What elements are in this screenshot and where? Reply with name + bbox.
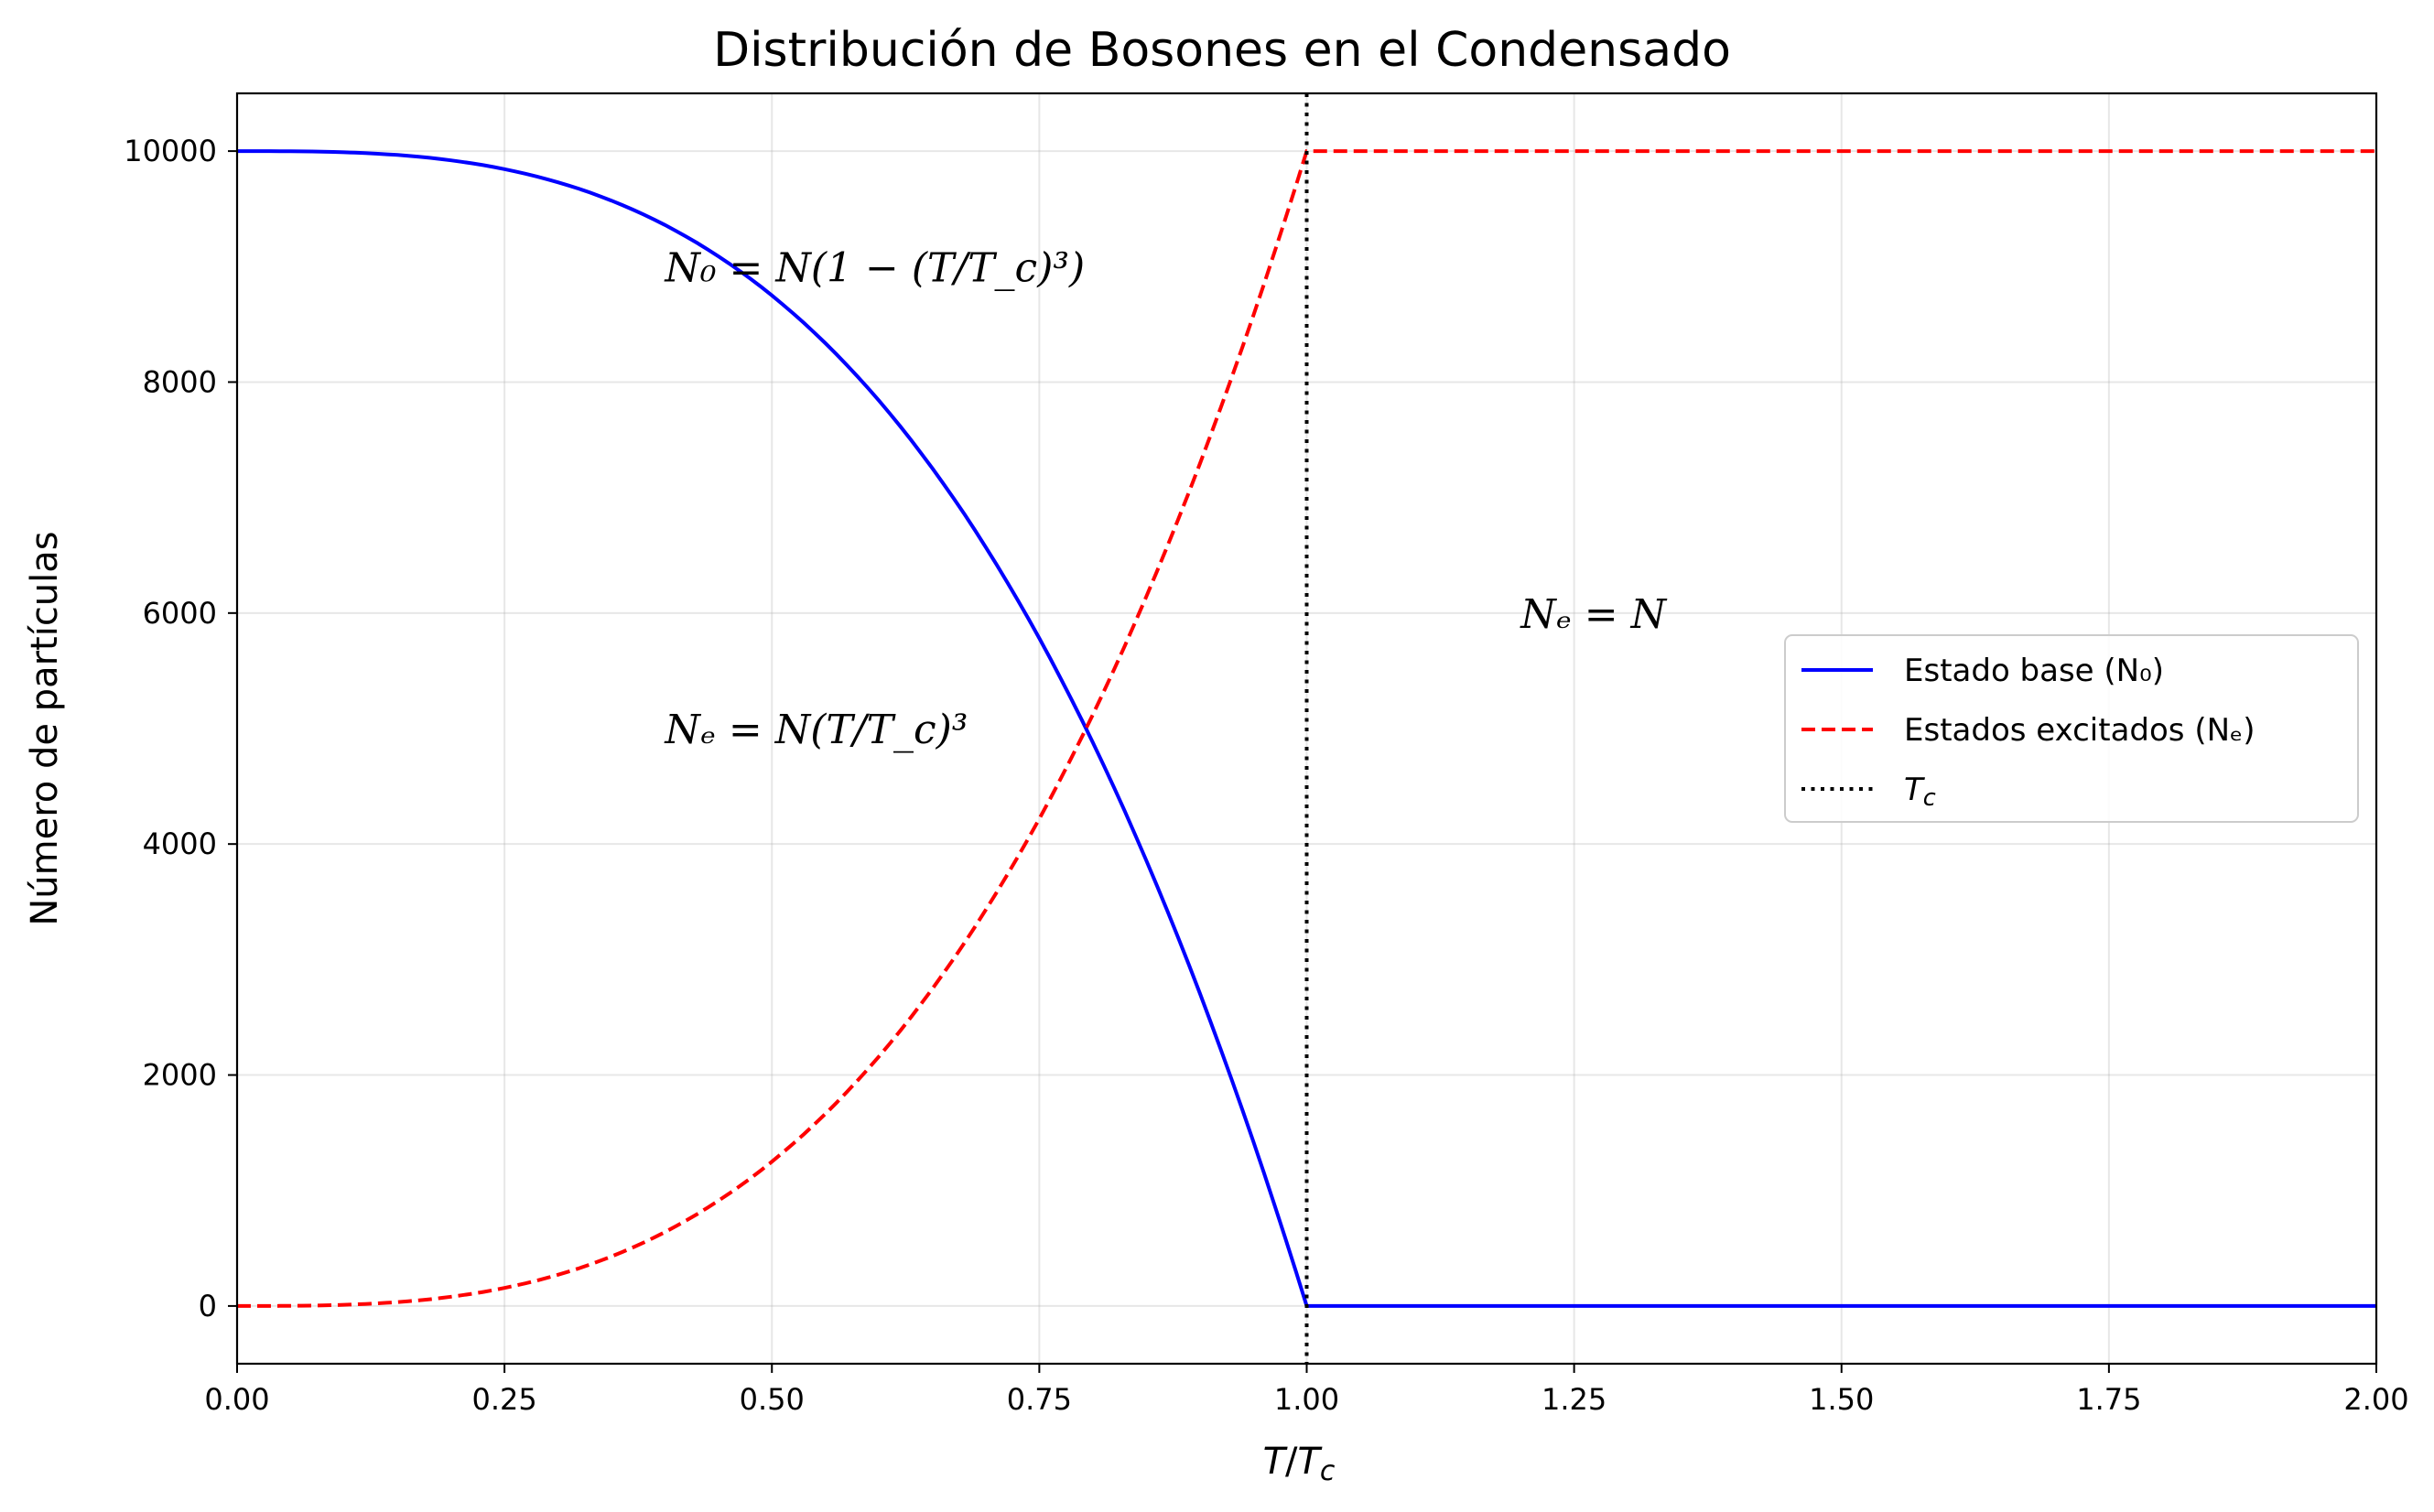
x-tick-label: 0.00 [204, 1382, 269, 1417]
y-tick-label: 10000 [124, 134, 217, 168]
y-axis-label: Número de partículas [24, 531, 66, 925]
annotation-2: Nₑ = N [1520, 591, 1667, 638]
annotation-1: Nₑ = N(T/T_c)³ [664, 707, 968, 753]
y-tick-label: 0 [199, 1289, 217, 1323]
x-tick-label: 1.00 [1274, 1382, 1339, 1417]
annotation-0: N₀ = N(1 − (T/T_c)³) [664, 244, 1085, 291]
y-tick-label: 6000 [143, 596, 217, 631]
y-tick-label: 4000 [143, 826, 217, 861]
legend-label-1: Estados excitados (Nₑ) [1904, 712, 2255, 749]
chart-title: Distribución de Bosones en el Condensado [713, 23, 1731, 78]
x-axis-label: T/Tc [1263, 1441, 1336, 1487]
y-tick-label: 8000 [143, 364, 217, 399]
x-tick-label: 2.00 [2343, 1382, 2408, 1417]
x-axis-ticks: 0.00 0.25 0.50 0.75 1.00 1.25 1.50 1.75 2.00 [204, 1364, 2409, 1417]
legend-box [1784, 634, 2359, 823]
x-tick-label: 1.50 [1809, 1382, 1874, 1417]
x-tick-label: 1.25 [1542, 1382, 1606, 1417]
y-tick-label: 2000 [143, 1058, 217, 1093]
x-tick-label: 0.50 [740, 1382, 805, 1417]
series-layer [237, 93, 2376, 1364]
x-tick-label: 0.25 [472, 1382, 537, 1417]
legend-label-2: Tc [1904, 772, 1936, 812]
y-axis-ticks: 0 2000 4000 6000 8000 10000 [124, 134, 237, 1323]
x-tick-label: 0.75 [1007, 1382, 1072, 1417]
annotations: N₀ = N(1 − (T/T_c)³) Nₑ = N(T/T_c)³ Nₑ = N [664, 244, 1667, 753]
x-tick-label: 1.75 [2076, 1382, 2141, 1417]
legend: Estado base (N₀) Estados excitados (Nₑ) Tc [1784, 634, 2359, 823]
legend-label-0: Estado base (N₀) [1904, 653, 2164, 689]
